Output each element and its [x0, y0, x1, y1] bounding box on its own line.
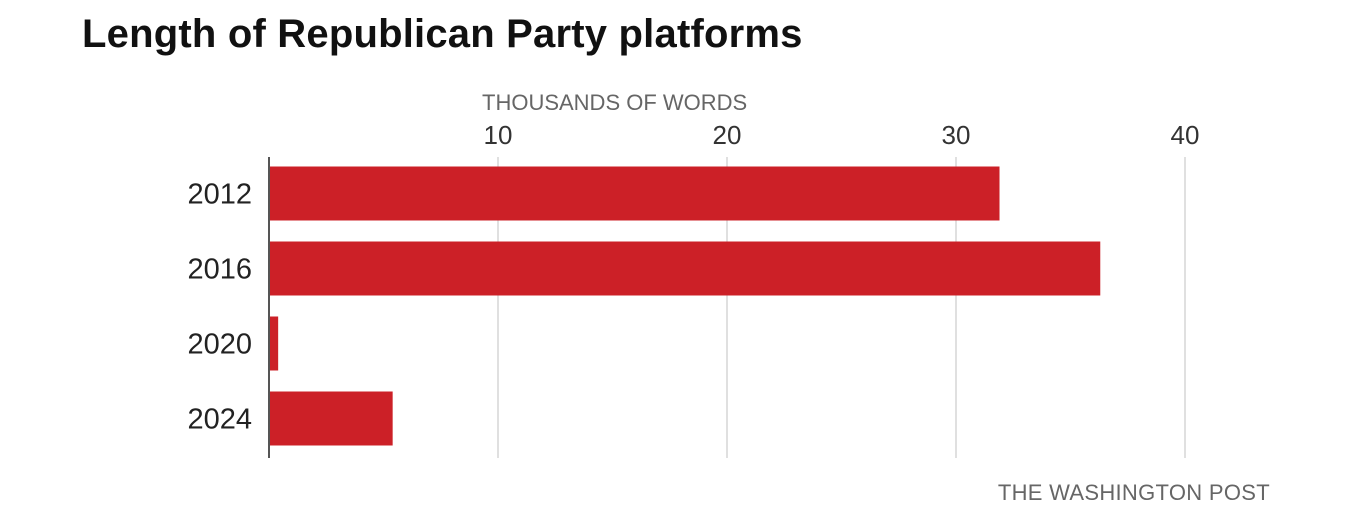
- category-label: 2012: [187, 179, 252, 211]
- bar-2012: [269, 166, 1000, 221]
- category-label: 2020: [187, 329, 252, 361]
- bar-2016: [269, 241, 1101, 296]
- bar-2024: [269, 391, 393, 446]
- bars: [269, 166, 1101, 446]
- chart-title: Length of Republican Party platforms: [82, 12, 803, 56]
- x-tick-label: 40: [1171, 120, 1200, 150]
- bar-2020: [269, 316, 279, 371]
- category-label: 2024: [187, 404, 252, 436]
- category-label: 2016: [187, 254, 252, 286]
- x-tick-label: 30: [942, 120, 971, 150]
- x-tick-labels: 10 20 30 40: [484, 120, 1200, 150]
- category-labels: 2012 2016 2020 2024: [187, 179, 252, 436]
- source-credit: THE WASHINGTON POST: [997, 480, 1270, 505]
- x-tick-label: 10: [484, 120, 513, 150]
- x-axis-label: THOUSANDS OF WORDS: [482, 90, 747, 115]
- x-tick-label: 20: [713, 120, 742, 150]
